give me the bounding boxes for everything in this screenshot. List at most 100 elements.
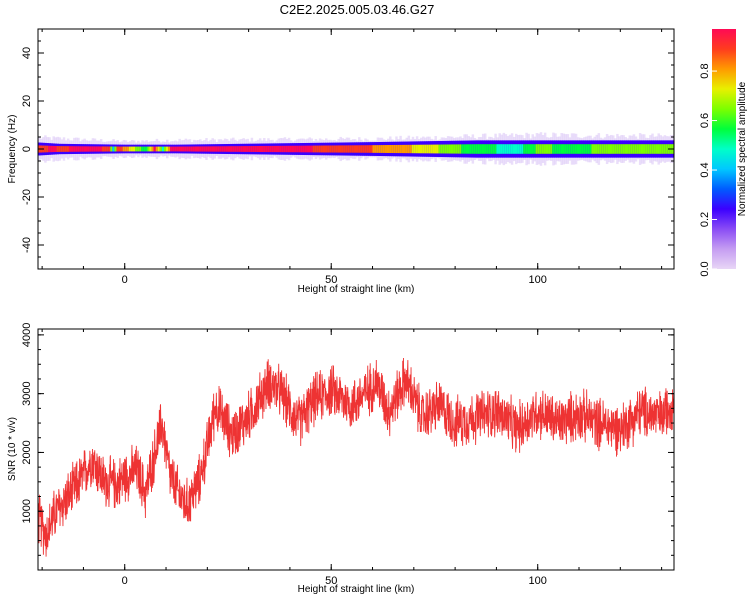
spectrogram-core-cell [407, 144, 411, 154]
spectrogram-core-cell [306, 145, 309, 153]
spectrogram-core-cell [455, 144, 458, 154]
snr-frame [37, 328, 675, 571]
spectrogram-core-cell [438, 144, 442, 154]
colorbar-tick-label: 0.6 [699, 113, 711, 128]
spectrogram-core-cell [651, 144, 654, 154]
spectrogram-core-cell [351, 145, 355, 153]
spectrogram-core-cell [265, 145, 268, 153]
spectrogram-core-cell [347, 145, 351, 153]
spectrogram-core-cell [149, 146, 152, 152]
spectrogram-core-cell [492, 144, 495, 154]
spectrogram-core-cell [653, 144, 656, 154]
snr-ylabel: SNR (10 * v/v) [7, 417, 18, 481]
spectrogram-core-cell [128, 146, 132, 152]
figure-title: C2E2.2025.005.03.46.G27 [280, 2, 435, 17]
spectrogram-core-cell [122, 146, 126, 152]
spectrogram-core-cell [665, 144, 669, 154]
spectrogram-core-cell [382, 145, 386, 153]
spectrogram-ytick-label: 20 [21, 95, 33, 107]
spectrogram-core-cell [300, 145, 303, 153]
spectrogram-core-cell [589, 144, 592, 154]
spectrogram-core-cell [424, 144, 427, 154]
spectrogram-core-cell [135, 146, 138, 152]
spectrogram-core-cell [479, 144, 483, 154]
spectrogram-core-cell [159, 146, 163, 152]
spectrogram-core-cell [151, 146, 155, 152]
spectrogram-core-cell [230, 146, 233, 152]
spectrogram-core-cell [316, 145, 320, 153]
spectrogram-core-cell [296, 145, 299, 153]
spectrogram-core-cell [225, 146, 229, 152]
spectrogram-core-cell [329, 145, 332, 153]
spectrogram-core-cell [99, 146, 103, 152]
spectrogram-core-cell [50, 145, 53, 153]
spectrogram-core-cell [54, 145, 57, 153]
spectrogram-core-cell [182, 146, 186, 152]
spectrogram-core-cell [380, 145, 384, 153]
spectrogram-core-cell [616, 144, 619, 154]
spectrogram-core-cell [496, 144, 499, 154]
spectrogram-panel: 0 50 100 -40 -20 0 20 40 Height of straight lin… [7, 28, 675, 295]
spectrogram-core-cell [630, 144, 634, 154]
spectrogram-core-cell [533, 144, 537, 154]
snr-ytick-label: 2000 [21, 440, 33, 464]
spectrogram-core-cell [211, 146, 214, 152]
spectrogram-core-cell [97, 146, 101, 152]
spectrogram-core-cell [360, 145, 363, 153]
spectrogram-ytick-label: 40 [21, 47, 33, 59]
spectrogram-core-cell [108, 146, 111, 152]
spectrogram-core-cell [106, 146, 109, 152]
snr-ytick-label: 3000 [21, 381, 33, 405]
spectrogram-core-cell [436, 144, 439, 154]
colorbar-tick-label: 0.8 [699, 63, 711, 78]
colorbar-tick-label: 0.0 [699, 261, 711, 276]
spectrogram-core-cell [66, 146, 70, 152]
spectrogram-core-cell [261, 145, 264, 153]
spectrogram-core-cell [587, 144, 590, 154]
spectrogram-core-cell [68, 146, 72, 152]
spectrogram-core-cell [560, 144, 563, 154]
spectrogram-core-cell [238, 146, 241, 152]
spectrogram-core-cell [339, 145, 342, 153]
spectrogram-core-cell [405, 144, 409, 154]
spectrogram-core-cell [52, 145, 55, 153]
spectrogram-core-cell [529, 144, 532, 154]
spectrogram-core-cell [574, 144, 578, 154]
spectrogram-core-cell [498, 144, 501, 154]
spectrogram-core-cell [609, 144, 613, 154]
spectrogram-core-cell [168, 146, 171, 152]
spectrogram-core-cell [112, 146, 115, 152]
spectrogram-core-cell [618, 144, 621, 154]
spectrogram-core-cell [628, 144, 632, 154]
spectrogram-core-cell [56, 146, 60, 152]
spectrogram-core-cell [285, 145, 289, 153]
spectrogram-core-cell [446, 144, 450, 154]
spectrogram-core-cell [219, 146, 223, 152]
spectrogram-core-cell [475, 144, 479, 154]
spectrogram-core-cell [234, 146, 237, 152]
snr-plot-area [38, 329, 674, 570]
spectrogram-core-cell [591, 144, 594, 154]
spectrogram-core-cell [139, 146, 142, 152]
spectrogram-core-cell [89, 146, 93, 152]
spectrogram-core-cell [471, 144, 475, 154]
spectrogram-core-cell [413, 144, 417, 154]
spectrogram-core-cell [391, 144, 394, 154]
spectrogram-core-cell [114, 146, 117, 152]
spectrogram-core-cell [273, 145, 276, 153]
spectrogram-core-cell [62, 146, 66, 152]
snr-xlabel: Height of straight line (km) [298, 584, 415, 595]
spectrogram-core-cell [79, 146, 82, 152]
spectrogram-core-cell [554, 144, 557, 154]
spectrogram-core-cell [488, 144, 491, 154]
spectrogram-core-cell [322, 145, 326, 153]
snr-xtick-label: 0 [122, 575, 128, 587]
spectrogram-core-cell [399, 144, 402, 154]
spectrogram-ylabel: Frequency (Hz) [7, 115, 18, 184]
spectrogram-core-cell [289, 145, 293, 153]
spectrogram-core-cell [356, 145, 359, 153]
spectrogram-core-cell [543, 144, 547, 154]
spectrogram-core-cell [564, 144, 568, 154]
spectrogram-core-cell [477, 144, 481, 154]
